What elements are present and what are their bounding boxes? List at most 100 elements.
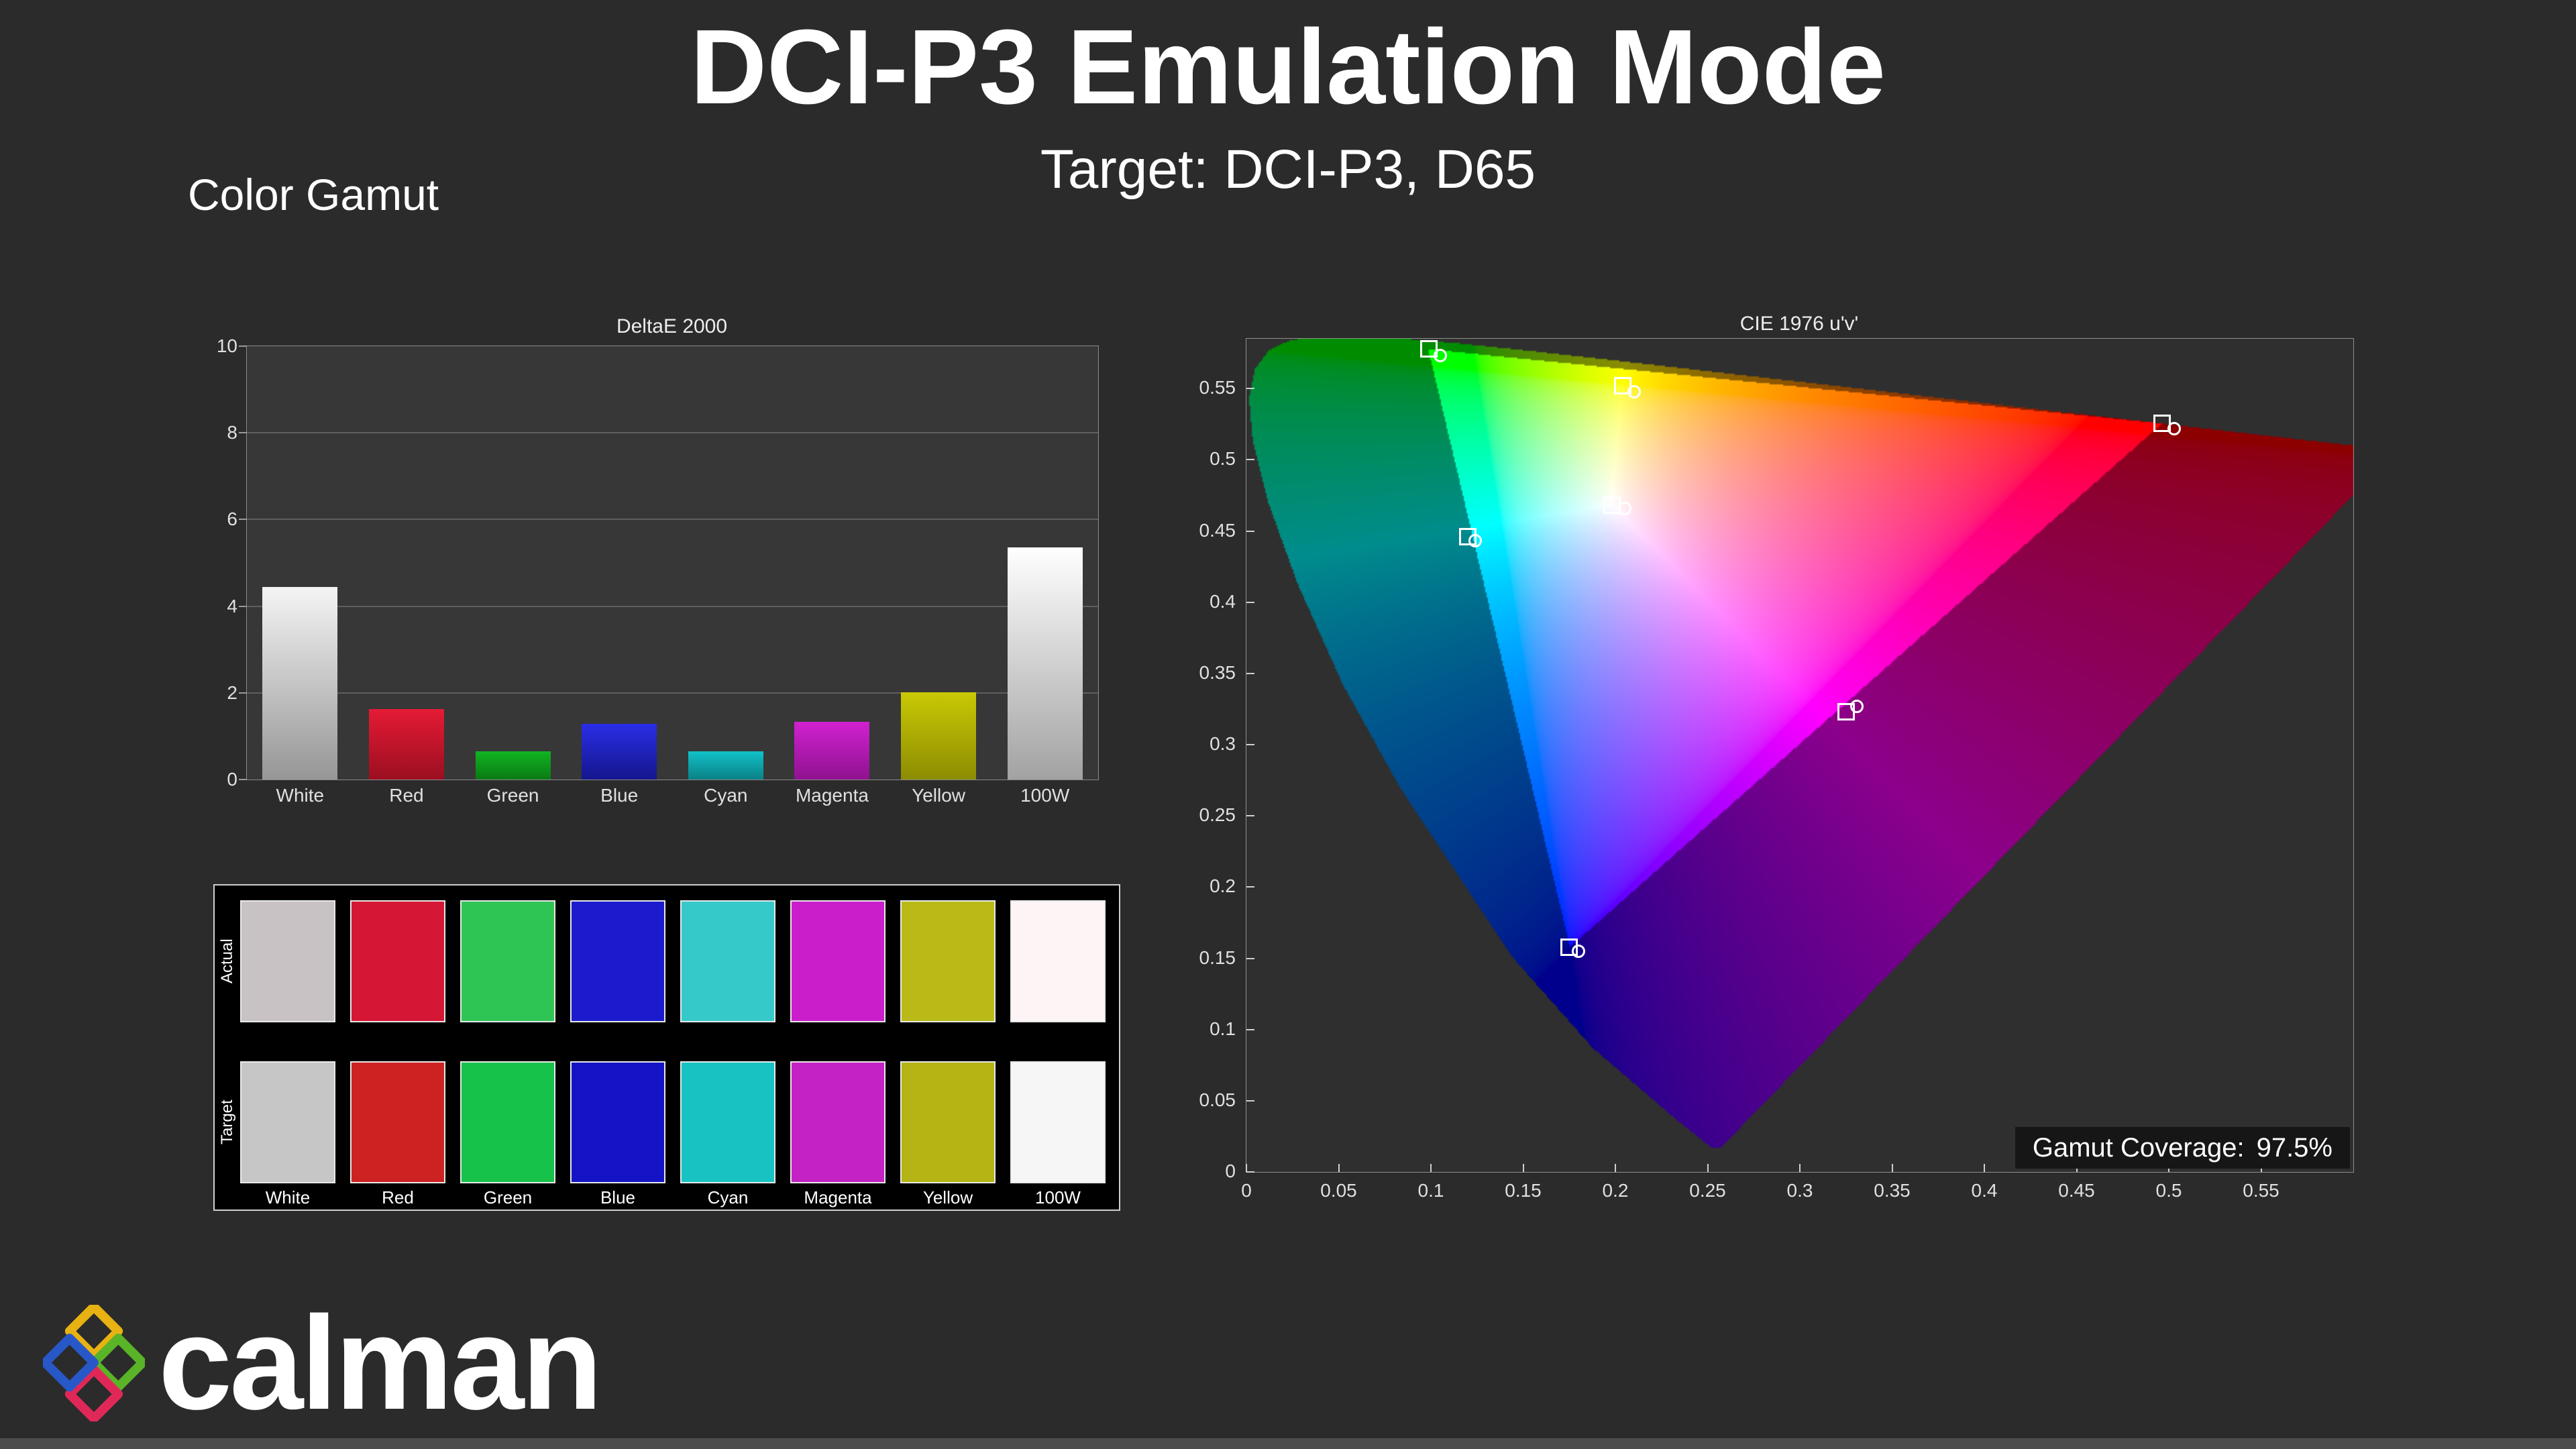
page-title: DCI-P3 Emulation Mode bbox=[690, 8, 1886, 126]
gamut-coverage-label: Gamut Coverage: bbox=[2032, 1132, 2245, 1163]
cie-ytick-label: 0.5 bbox=[1210, 448, 1236, 470]
footer-strip bbox=[0, 1438, 2576, 1449]
cie-xtick-mark bbox=[1522, 1164, 1524, 1172]
cie-ytick-mark bbox=[1246, 459, 1254, 461]
swatch-col-label-cyan: Cyan bbox=[707, 1187, 749, 1208]
cie-ytick-label: 0.55 bbox=[1199, 377, 1236, 398]
cie-ytick-label: 0.4 bbox=[1210, 590, 1236, 612]
swatch-target-yellow bbox=[900, 1061, 996, 1183]
cie-ytick-label: 0 bbox=[1225, 1161, 1236, 1181]
measured-point-yellow bbox=[1627, 384, 1641, 398]
cie-xtick-label: 0.5 bbox=[2155, 1180, 2182, 1201]
deltae-xtick-label-red: Red bbox=[389, 785, 424, 806]
cie-ytick-label: 0.05 bbox=[1199, 1089, 1236, 1110]
cie-ytick-label: 0.2 bbox=[1210, 875, 1236, 897]
cie-xtick-mark bbox=[1984, 1164, 1985, 1172]
deltae-bar-chart: 0 2 4 6 8 10 White Red Green Blue Cyan Magenta Yello… bbox=[217, 335, 1099, 806]
cie-ytick-label: 0.3 bbox=[1210, 733, 1236, 755]
cie-ytick-mark bbox=[1246, 672, 1254, 674]
measured-point-red bbox=[2167, 421, 2182, 435]
swatch-col-label-green: Green bbox=[483, 1187, 533, 1208]
cie-xtick-label: 0.05 bbox=[1320, 1180, 1357, 1201]
measured-point-blue bbox=[1572, 944, 1585, 958]
bar-blue bbox=[582, 723, 657, 780]
swatch-col-label-white: White bbox=[265, 1187, 311, 1208]
deltae-xtick-label-green: Green bbox=[486, 785, 539, 806]
deltae-ytick-label: 6 bbox=[227, 508, 237, 530]
target-point-green bbox=[1420, 339, 1438, 358]
cie-1976-chromaticity-diagram: Gamut Coverage: 97.5% 0 0.05 0.1 0.15 0.2 0.2… bbox=[1199, 338, 2354, 1201]
cie-xtick-label: 0.15 bbox=[1505, 1180, 1542, 1201]
cie-xtick-mark bbox=[1799, 1164, 1801, 1172]
cie-xtick-label: 0.3 bbox=[1786, 1180, 1813, 1201]
deltae-xtick-label-100w: 100W bbox=[1020, 785, 1070, 806]
deltae-ytick-label: 10 bbox=[216, 335, 237, 356]
cie-xtick-label: 0.35 bbox=[1874, 1180, 1911, 1201]
cie-xtick-label: 0.55 bbox=[2243, 1180, 2279, 1201]
bar-yellow bbox=[901, 692, 977, 780]
deltae-xtick-label-yellow: Yellow bbox=[912, 785, 966, 806]
deltae-ytick-label: 8 bbox=[227, 422, 237, 443]
swatch-actual-white bbox=[240, 900, 335, 1022]
deltae-ytick-mark bbox=[239, 519, 247, 521]
cie-ytick-mark bbox=[1246, 744, 1254, 746]
cie-xtick-mark bbox=[1615, 1164, 1616, 1172]
cie-ytick-mark bbox=[1246, 1028, 1254, 1030]
swatch-row-label-target: Target bbox=[218, 1099, 236, 1145]
cie-ytick-mark bbox=[1246, 815, 1254, 817]
cie-xtick-label: 0 bbox=[1241, 1180, 1252, 1201]
cie-ytick-mark bbox=[1246, 957, 1254, 959]
calman-logo-text: calman bbox=[158, 1289, 602, 1437]
calman-logo-icon bbox=[43, 1305, 145, 1421]
bar-100w bbox=[1007, 547, 1083, 780]
cie-xtick-mark bbox=[1707, 1164, 1709, 1172]
gridline-y-2 bbox=[247, 692, 1098, 694]
measured-point-white bbox=[1617, 501, 1631, 515]
swatch-col-label-100w: 100W bbox=[1035, 1187, 1081, 1208]
bar-green bbox=[475, 751, 551, 780]
swatch-actual-yellow bbox=[900, 900, 996, 1022]
swatch-actual-100w bbox=[1010, 900, 1106, 1022]
swatch-actual-cyan bbox=[680, 900, 775, 1022]
cie-ytick-label: 0.45 bbox=[1199, 519, 1236, 541]
deltae-ytick-label: 2 bbox=[227, 682, 237, 703]
cie-ytick-mark bbox=[1246, 530, 1254, 532]
swatch-target-100w bbox=[1010, 1061, 1106, 1183]
cie-xtick-mark bbox=[1430, 1164, 1432, 1172]
swatch-target-white bbox=[240, 1061, 335, 1183]
cie-chromaticity-canvas bbox=[1246, 339, 2353, 1172]
cie-ytick-mark bbox=[1246, 601, 1254, 603]
cie-xtick-label: 0.25 bbox=[1689, 1180, 1726, 1201]
deltae-chart-title: DeltaE 2000 bbox=[616, 315, 728, 337]
swatch-col-label-blue: Blue bbox=[600, 1187, 636, 1208]
swatch-col-label-red: Red bbox=[382, 1187, 414, 1208]
cie-xtick-mark bbox=[1246, 1164, 1247, 1172]
cie-ytick-mark bbox=[1246, 1099, 1254, 1102]
deltae-xtick-label-white: White bbox=[276, 785, 325, 806]
cie-ytick-mark bbox=[1246, 388, 1254, 390]
deltae-ytick-label: 4 bbox=[227, 595, 237, 616]
gamut-coverage-box: Gamut Coverage: 97.5% bbox=[2015, 1127, 2350, 1169]
section-label-color-gamut: Color Gamut bbox=[188, 170, 439, 219]
page-subtitle: Target: DCI-P3, D65 bbox=[1040, 139, 1536, 200]
deltae-xtick-label-magenta: Magenta bbox=[795, 785, 869, 806]
swatch-row-label-actual: Actual bbox=[218, 938, 236, 984]
swatch-actual-red bbox=[350, 900, 445, 1022]
gamut-coverage-value: 97.5% bbox=[2256, 1132, 2332, 1163]
cie-xtick-label: 0.45 bbox=[2058, 1180, 2095, 1201]
swatch-col-label-magenta: Magenta bbox=[804, 1187, 872, 1208]
cie-xtick-mark bbox=[1338, 1164, 1340, 1172]
cie-ytick-label: 0.1 bbox=[1210, 1018, 1236, 1039]
gridline-y-4 bbox=[247, 605, 1098, 607]
swatch-actual-magenta bbox=[790, 900, 885, 1022]
deltae-ytick-label: 0 bbox=[227, 769, 237, 790]
cie-ytick-label: 0.15 bbox=[1199, 947, 1236, 968]
color-swatch-panel: Actual Target White Red Green Blue Cyan Magenta… bbox=[213, 884, 1120, 1211]
cie-ytick-label: 0.35 bbox=[1199, 661, 1236, 683]
swatch-actual-green bbox=[460, 900, 555, 1022]
cie-chart-title: CIE 1976 u'v' bbox=[1739, 313, 1859, 335]
cie-xtick-mark bbox=[1891, 1164, 1893, 1172]
cie-ytick-mark bbox=[1246, 1171, 1254, 1173]
cie-ytick-label: 0.25 bbox=[1199, 804, 1236, 826]
deltae-ytick-mark bbox=[239, 779, 247, 780]
